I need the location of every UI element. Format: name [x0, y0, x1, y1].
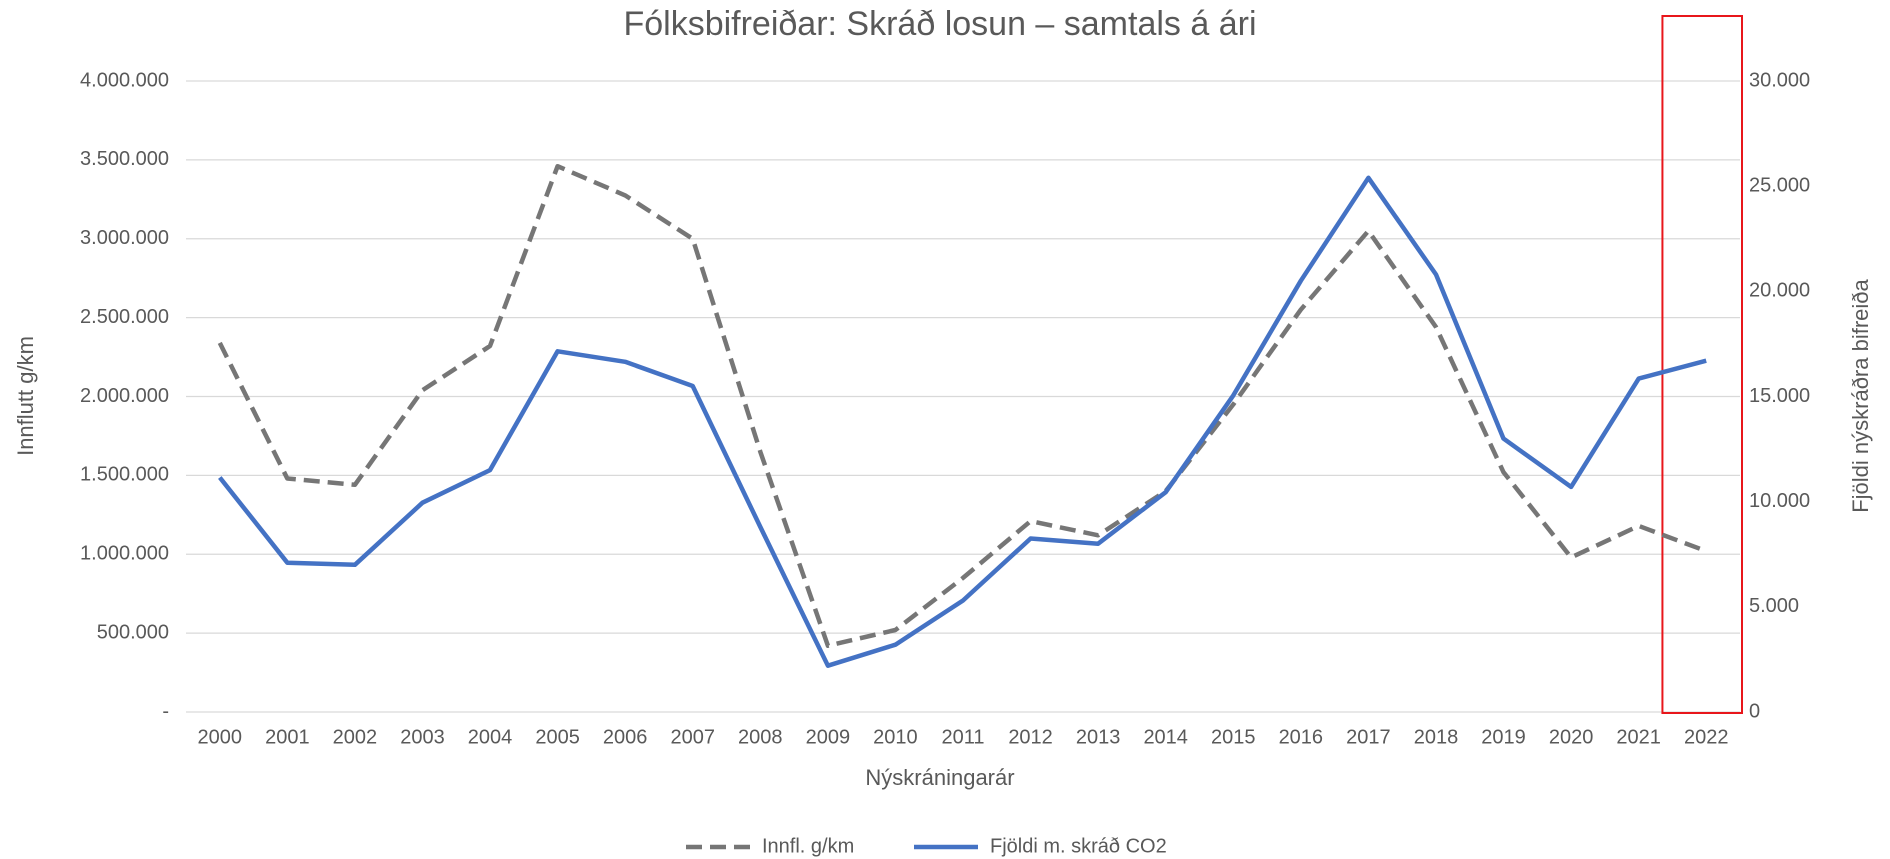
y-tick-label: 3.000.000	[80, 227, 169, 249]
x-tick-label: 2008	[738, 726, 783, 748]
y2-axis-title: Fjöldi nýskráðra bifreiða	[1848, 278, 1873, 512]
y2-tick-label: 30.000	[1749, 69, 1810, 91]
x-tick-label: 2019	[1481, 726, 1526, 748]
x-tick-label: 2015	[1211, 726, 1256, 748]
y-tick-label: 3.500.000	[80, 148, 169, 170]
x-tick-label: 2000	[198, 726, 243, 748]
x-tick-label: 2001	[265, 726, 310, 748]
y-tick-label: 4.000.000	[80, 69, 169, 91]
y2-tick-label: 25.000	[1749, 174, 1810, 196]
y2-tick-label: 20.000	[1749, 280, 1810, 302]
x-tick-label: 2017	[1346, 726, 1391, 748]
legend-label: Fjöldi m. skráð CO2	[990, 835, 1167, 857]
x-tick-label: 2021	[1616, 726, 1661, 748]
y-tick-label: 2.500.000	[80, 306, 169, 328]
x-tick-label: 2016	[1279, 726, 1324, 748]
series-line	[217, 163, 1707, 648]
x-tick-label: 2018	[1414, 726, 1459, 748]
y-tick-label: 1.000.000	[80, 543, 169, 565]
x-axis-title: Nýskráningarár	[865, 765, 1014, 790]
series-line	[218, 175, 1707, 668]
x-tick-label: 2004	[468, 726, 513, 748]
y-axis-title: Innflutt g/km	[13, 336, 38, 456]
legend-label: Innfl. g/km	[762, 835, 854, 857]
y2-tick-label: 15.000	[1749, 385, 1810, 407]
chart-title: Fólksbifreiðar: Skráð losun – samtals á …	[623, 5, 1256, 43]
x-tick-label: 2020	[1549, 726, 1594, 748]
x-tick-label: 2002	[333, 726, 378, 748]
y-tick-label: 2.000.000	[80, 385, 169, 407]
x-tick-label: 2009	[806, 726, 851, 748]
x-tick-label: 2005	[535, 726, 580, 748]
y-tick-label: 500.000	[97, 621, 169, 643]
x-tick-label: 2014	[1143, 726, 1188, 748]
x-tick-label: 2010	[873, 726, 918, 748]
x-tick-label: 2012	[1008, 726, 1053, 748]
y-tick-label: -	[162, 700, 169, 722]
x-tick-label: 2011	[941, 726, 984, 748]
y2-tick-label: 10.000	[1749, 490, 1810, 512]
highlight-box	[1661, 15, 1744, 714]
y2-tick-label: 5.000	[1749, 595, 1799, 617]
x-tick-label: 2003	[400, 726, 445, 748]
y2-tick-label: 0	[1749, 700, 1760, 722]
x-tick-label: 2022	[1684, 726, 1729, 748]
y-tick-label: 1.500.000	[80, 464, 169, 486]
x-tick-label: 2007	[670, 726, 715, 748]
x-tick-label: 2013	[1076, 726, 1121, 748]
x-tick-label: 2006	[603, 726, 648, 748]
